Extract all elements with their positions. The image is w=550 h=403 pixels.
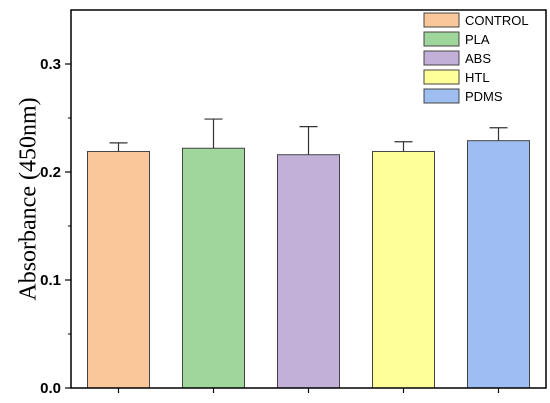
bar-pdms [467, 140, 530, 389]
y-tick-label: 0.1 [40, 272, 61, 289]
legend-swatch-htl [423, 69, 460, 85]
legend-label-control: CONTROL [465, 13, 529, 28]
bar-abs [277, 154, 340, 389]
error-bars [109, 118, 508, 155]
legend-swatch-abs [423, 50, 460, 66]
legend-swatch-pdms [423, 88, 460, 104]
bar-control [87, 150, 150, 389]
y-tick-label: 0.3 [40, 56, 61, 73]
bar-pla [182, 147, 245, 389]
plot-area: 0.0 0.1 0.2 0.3 [40, 9, 547, 397]
legend-label-pdms: PDMS [465, 89, 503, 104]
x-axis-ticks [117, 388, 500, 393]
y-axis-title: Absorbance (450nm) [16, 97, 42, 300]
legend: CONTROL PLA ABS HTL PDMS [423, 12, 529, 104]
bars [87, 140, 530, 389]
y-axis-ticks: 0.0 0.1 0.2 0.3 [40, 56, 71, 397]
legend-swatch-control [423, 12, 460, 28]
bar-htl [372, 150, 435, 389]
legend-label-htl: HTL [465, 70, 490, 85]
y-tick-label: 0.0 [40, 380, 61, 397]
y-tick-label: 0.2 [40, 164, 61, 181]
legend-label-abs: ABS [465, 51, 491, 66]
legend-swatch-pla [423, 31, 460, 47]
legend-label-pla: PLA [465, 32, 490, 47]
